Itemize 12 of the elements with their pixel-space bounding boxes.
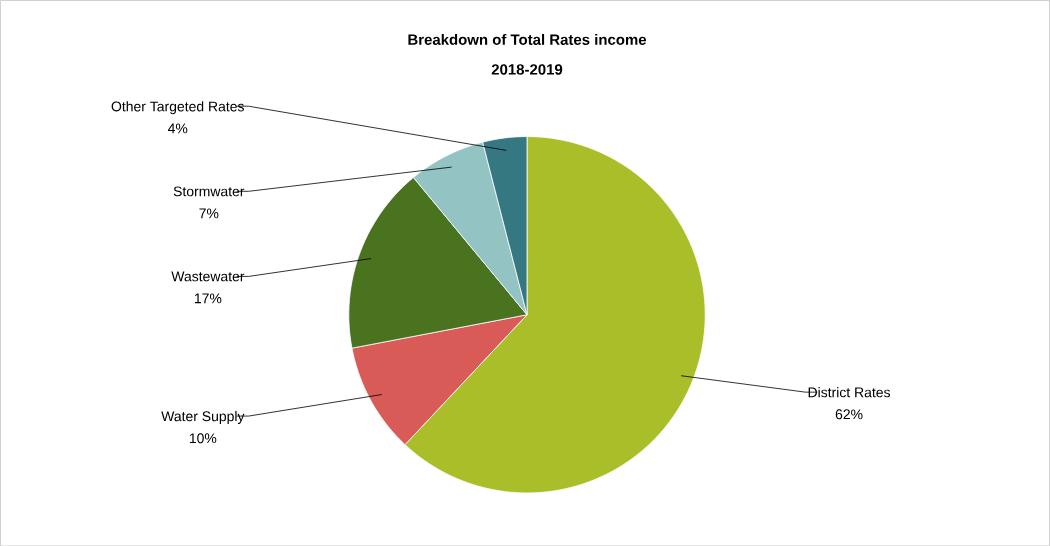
data-label: 10% (189, 433, 217, 443)
chart-title: Breakdown of Total Rates income (408, 33, 647, 45)
chart-subtitle: 2018-2019 (491, 63, 563, 75)
slice-label: Water Supply (161, 410, 245, 424)
slice-label: District Rates (808, 386, 891, 398)
slice-label: Stormwater (173, 186, 245, 197)
data-label: 17% (194, 293, 222, 304)
data-label: 4% (167, 123, 188, 134)
data-label: 62% (835, 409, 863, 420)
data-label: 7% (199, 208, 219, 219)
slice-label: Other Targeted Rates (111, 100, 244, 114)
slice-label: Wastewater (171, 271, 245, 282)
